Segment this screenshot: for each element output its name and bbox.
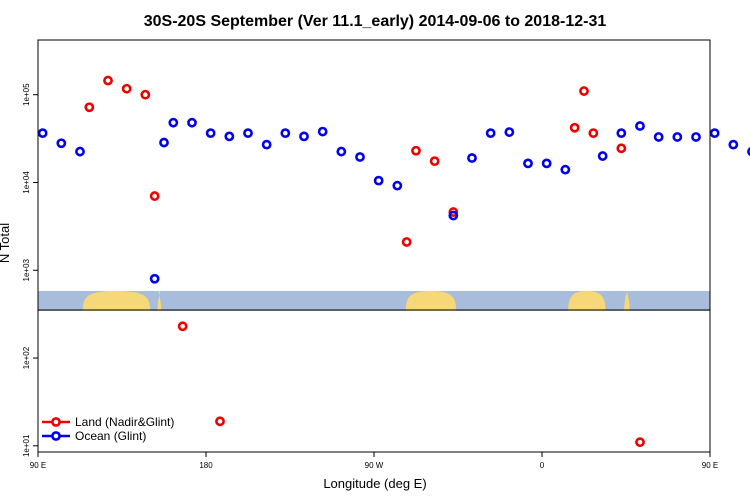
land-point <box>411 145 421 156</box>
x-tick-label: 90 E <box>30 461 46 470</box>
ocean-point <box>243 128 253 139</box>
land-point <box>635 437 645 448</box>
ocean-point <box>709 128 720 139</box>
ocean-point <box>336 146 347 157</box>
ocean-point <box>159 137 169 148</box>
ocean-point <box>261 139 272 150</box>
ocean-point <box>75 146 85 157</box>
ocean-point <box>635 121 645 131</box>
ocean-point <box>149 273 160 284</box>
y-tick-label: 1e+03 <box>22 258 31 281</box>
ocean-point <box>728 139 739 150</box>
land-point <box>448 207 459 217</box>
land-point <box>121 83 132 94</box>
world-map-band <box>38 291 710 311</box>
land-shape <box>405 291 457 311</box>
land-point <box>616 143 627 154</box>
ocean-point <box>299 131 309 142</box>
ocean-point <box>355 152 365 162</box>
ocean-point <box>523 158 533 169</box>
x-tick-label: 90 W <box>365 461 384 470</box>
x-tick-label: 180 <box>199 461 213 470</box>
ocean-point <box>280 128 291 139</box>
x-axis: 90 E 180 90 W 0 90 E <box>30 452 718 470</box>
ocean-point <box>187 117 197 128</box>
x-axis-label: Longitude (deg E) <box>323 476 426 491</box>
land-shape <box>157 291 162 311</box>
ocean-point <box>37 128 48 139</box>
y-tick-label: 1e+04 <box>22 171 31 194</box>
ocean-point <box>448 210 459 221</box>
ocean-band <box>38 291 710 311</box>
ocean-point <box>467 153 477 163</box>
ocean-point <box>485 128 496 139</box>
ocean-point <box>747 147 750 157</box>
ocean-point <box>691 132 701 142</box>
legend-label: Land (Nadir&Glint) <box>75 415 174 429</box>
ocean-point <box>597 151 608 161</box>
land-point <box>579 86 589 96</box>
land-point <box>401 237 412 247</box>
y-tick-label: 1e+02 <box>22 346 31 369</box>
y-tick-label: 1e+05 <box>22 83 31 106</box>
data-points <box>37 75 750 448</box>
land-point <box>588 128 599 139</box>
ocean-point <box>672 132 683 142</box>
land-point <box>429 156 440 167</box>
ocean-point <box>373 175 384 186</box>
ocean-point <box>224 131 235 142</box>
y-axis: 1e+01 1e+02 1e+03 1e+04 1e+05 <box>22 83 38 457</box>
legend-marker <box>51 431 61 441</box>
ocean-point <box>56 138 67 149</box>
ocean-point <box>317 126 328 137</box>
land-point <box>215 416 225 427</box>
land-point <box>177 321 188 332</box>
legend: Land (Nadir&Glint)Ocean (Glint) <box>42 415 174 443</box>
legend-marker <box>51 417 61 427</box>
land-point <box>569 122 580 133</box>
ocean-point <box>616 128 627 139</box>
ocean-point <box>653 132 664 142</box>
ocean-point <box>504 127 515 137</box>
land-point <box>140 89 151 100</box>
x-tick-label: 0 <box>540 461 545 470</box>
ocean-point <box>560 164 571 175</box>
land-point <box>103 75 113 86</box>
y-tick-label: 1e+01 <box>22 434 31 457</box>
land-point <box>84 102 95 113</box>
ocean-point <box>392 180 403 191</box>
chart-title: 30S-20S September (Ver 11.1_early) 2014-… <box>144 13 607 30</box>
legend-label: Ocean (Glint) <box>75 429 146 443</box>
land-shape <box>82 291 150 311</box>
ocean-point <box>168 117 179 128</box>
land-shape <box>568 291 606 311</box>
land-point <box>149 191 160 201</box>
y-axis-label: N Total <box>0 223 12 263</box>
land-shape <box>624 291 630 311</box>
ocean-point <box>541 158 552 169</box>
ocean-point <box>205 128 216 139</box>
x-tick-label: 90 E <box>702 461 718 470</box>
